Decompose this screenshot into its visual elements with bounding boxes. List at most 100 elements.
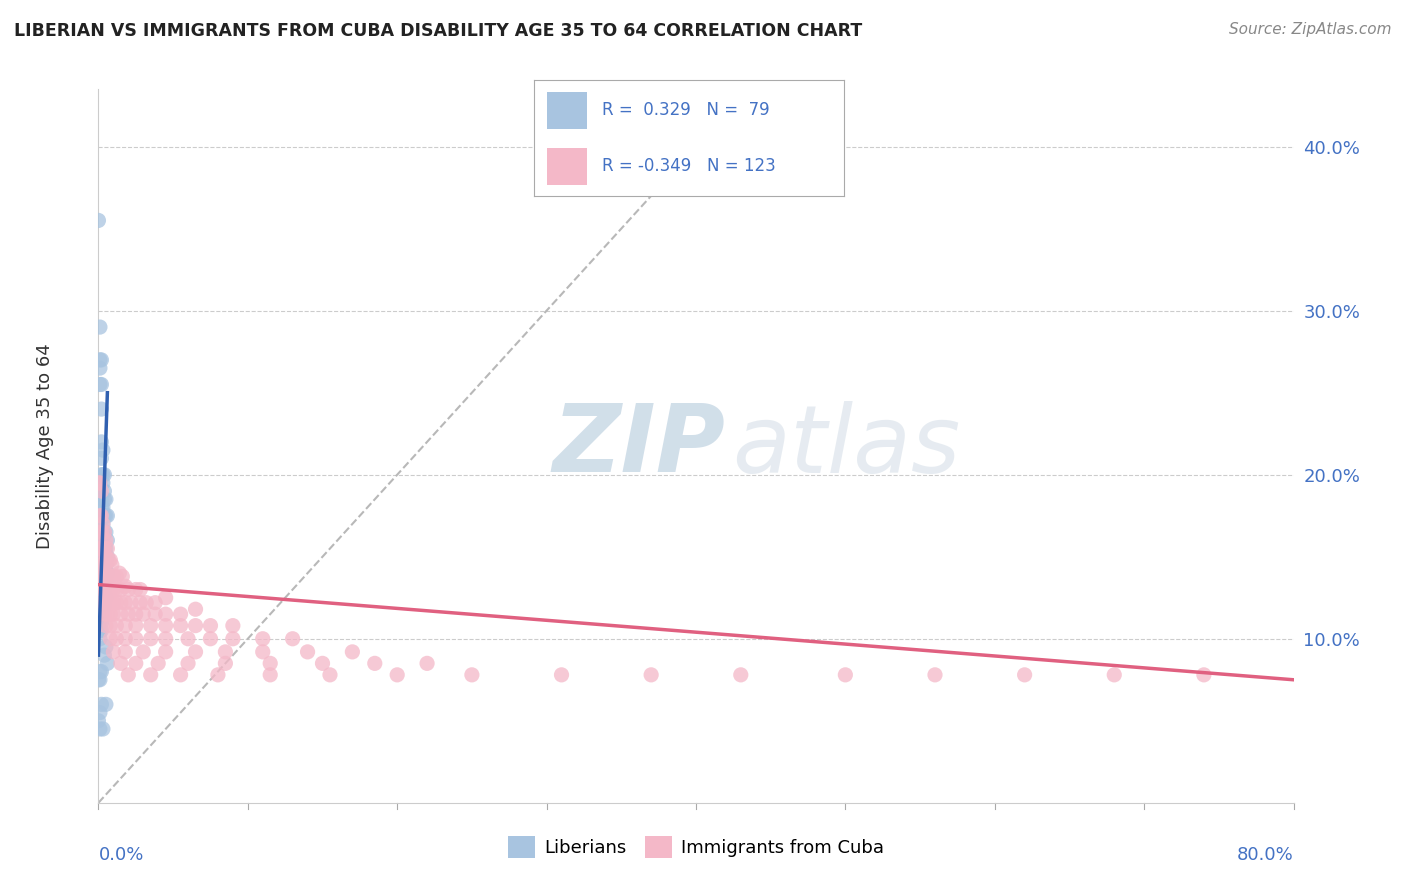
Point — [87, 599, 110, 613]
Point — [96, 607, 118, 622]
Point — [93, 558, 115, 572]
Point — [252, 645, 274, 659]
Point — [125, 632, 148, 646]
Point — [139, 632, 162, 646]
Point — [108, 566, 131, 581]
Point — [90, 549, 112, 564]
Point — [90, 533, 112, 548]
Point — [96, 657, 118, 671]
Point — [222, 618, 245, 632]
Point — [311, 657, 333, 671]
Point — [94, 596, 117, 610]
Point — [89, 569, 111, 583]
Point — [385, 668, 409, 682]
Point — [110, 596, 132, 610]
Point — [91, 558, 114, 572]
Point — [89, 320, 111, 334]
Point — [90, 607, 112, 622]
Point — [97, 582, 120, 597]
Point — [90, 665, 112, 679]
Text: Disability Age 35 to 64: Disability Age 35 to 64 — [35, 343, 53, 549]
Point — [169, 607, 191, 622]
Point — [94, 591, 117, 605]
Point — [94, 569, 117, 583]
Point — [93, 582, 115, 597]
Point — [89, 607, 111, 622]
Point — [91, 566, 114, 581]
Point — [93, 582, 115, 597]
Point — [91, 533, 114, 548]
Point — [94, 558, 117, 572]
Point — [97, 553, 120, 567]
Point — [93, 525, 115, 540]
Point — [90, 467, 112, 482]
Point — [1192, 668, 1215, 682]
Point — [135, 596, 157, 610]
Point — [91, 722, 114, 736]
Point — [461, 668, 484, 682]
Point — [94, 508, 117, 523]
Point — [297, 645, 319, 659]
Point — [139, 618, 162, 632]
Point — [924, 668, 946, 682]
FancyBboxPatch shape — [547, 92, 586, 129]
Point — [90, 569, 112, 583]
Point — [90, 566, 112, 581]
Point — [96, 582, 118, 597]
Point — [89, 377, 111, 392]
Point — [93, 566, 115, 581]
Text: LIBERIAN VS IMMIGRANTS FROM CUBA DISABILITY AGE 35 TO 64 CORRELATION CHART: LIBERIAN VS IMMIGRANTS FROM CUBA DISABIL… — [14, 22, 862, 40]
Point — [89, 624, 111, 638]
Point — [105, 596, 128, 610]
Point — [91, 525, 114, 540]
Point — [90, 698, 112, 712]
Point — [96, 508, 118, 523]
Point — [550, 668, 572, 682]
Point — [90, 599, 112, 613]
Point — [125, 618, 148, 632]
Point — [91, 541, 114, 556]
Text: R = -0.349   N = 123: R = -0.349 N = 123 — [602, 157, 776, 175]
Point — [90, 484, 112, 499]
Point — [89, 582, 111, 597]
Point — [105, 582, 128, 597]
Point — [96, 569, 118, 583]
Point — [259, 657, 281, 671]
Point — [91, 574, 114, 589]
Point — [93, 596, 115, 610]
Point — [89, 665, 111, 679]
Point — [87, 673, 110, 687]
Point — [834, 668, 856, 682]
Point — [90, 492, 112, 507]
Point — [90, 541, 112, 556]
Point — [90, 558, 112, 572]
Point — [97, 569, 120, 583]
Point — [114, 579, 136, 593]
Point — [169, 668, 191, 682]
Point — [184, 645, 207, 659]
Point — [89, 566, 111, 581]
Point — [93, 467, 115, 482]
Point — [96, 541, 118, 556]
Point — [90, 574, 112, 589]
Point — [125, 582, 148, 597]
Point — [94, 492, 117, 507]
Point — [89, 722, 111, 736]
Text: atlas: atlas — [733, 401, 960, 491]
Point — [93, 525, 115, 540]
Point — [91, 569, 114, 583]
Point — [94, 549, 117, 564]
Point — [89, 516, 111, 531]
Point — [214, 657, 236, 671]
Point — [90, 451, 112, 466]
Point — [155, 591, 177, 605]
Point — [1014, 668, 1036, 682]
Point — [90, 541, 112, 556]
Point — [90, 377, 112, 392]
Point — [184, 602, 207, 616]
Point — [730, 668, 752, 682]
Point — [111, 569, 134, 583]
Point — [98, 607, 122, 622]
Point — [132, 645, 155, 659]
Point — [91, 533, 114, 548]
